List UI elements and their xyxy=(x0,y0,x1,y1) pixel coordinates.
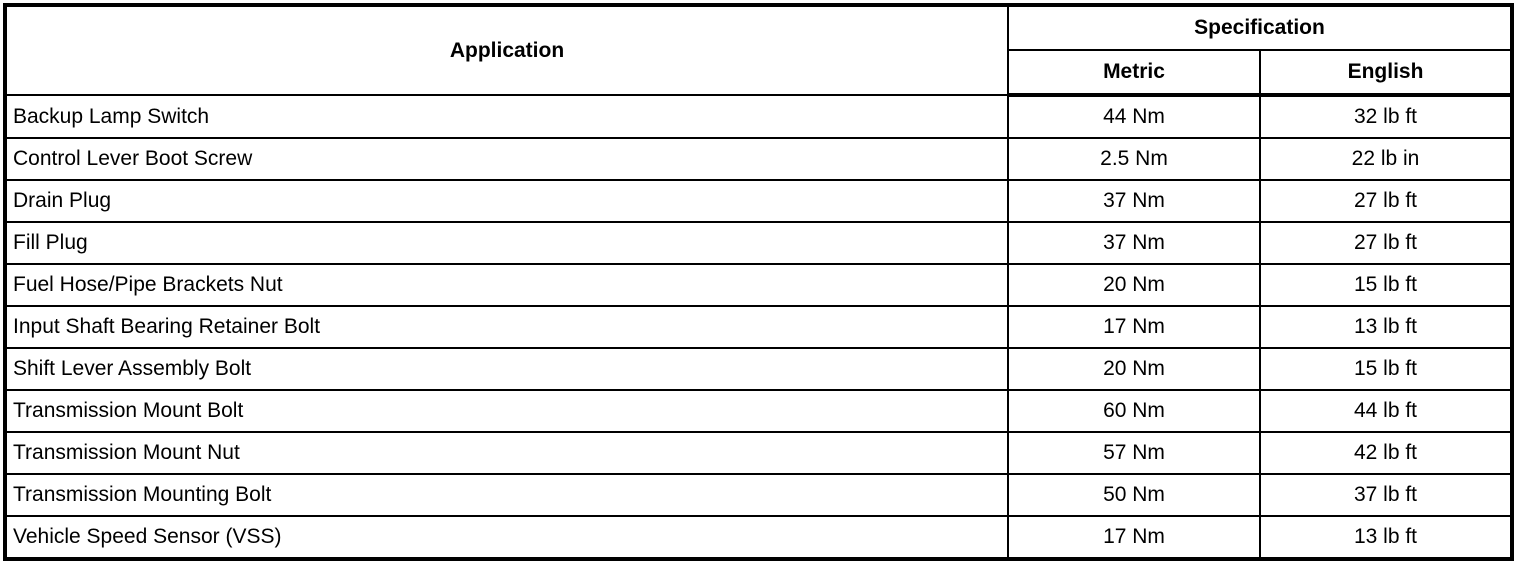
application-cell: Transmission Mount Bolt xyxy=(4,389,1009,433)
metric-value-cell: 20 Nm xyxy=(1007,347,1261,391)
column-header-application: Application xyxy=(4,4,1009,96)
table-header: Application Specification Metric English xyxy=(4,4,1513,97)
english-value-cell: 37 lb ft xyxy=(1259,473,1513,517)
application-cell: Transmission Mounting Bolt xyxy=(4,473,1009,517)
column-header-english: English xyxy=(1259,49,1513,97)
column-header-specification: Specification xyxy=(1007,4,1513,51)
application-cell: Drain Plug xyxy=(4,179,1009,223)
table-row: Transmission Mount Bolt 60 Nm 44 lb ft xyxy=(4,389,1513,433)
application-cell: Fuel Hose/Pipe Brackets Nut xyxy=(4,263,1009,307)
column-header-metric: Metric xyxy=(1007,49,1261,97)
english-value-cell: 15 lb ft xyxy=(1259,347,1513,391)
metric-value-cell: 2.5 Nm xyxy=(1007,137,1261,181)
english-value-cell: 15 lb ft xyxy=(1259,263,1513,307)
english-value-cell: 27 lb ft xyxy=(1259,221,1513,265)
english-value-cell: 44 lb ft xyxy=(1259,389,1513,433)
table-row: Input Shaft Bearing Retainer Bolt 17 Nm … xyxy=(4,305,1513,349)
table-row: Transmission Mount Nut 57 Nm 42 lb ft xyxy=(4,431,1513,475)
table-row: Transmission Mounting Bolt 50 Nm 37 lb f… xyxy=(4,473,1513,517)
torque-specifications-table: Application Specification Metric English… xyxy=(3,3,1514,561)
metric-value-cell: 37 Nm xyxy=(1007,179,1261,223)
metric-value-cell: 17 Nm xyxy=(1007,305,1261,349)
application-cell: Vehicle Speed Sensor (VSS) xyxy=(4,515,1009,560)
metric-value-cell: 57 Nm xyxy=(1007,431,1261,475)
english-value-cell: 13 lb ft xyxy=(1259,305,1513,349)
table-row: Shift Lever Assembly Bolt 20 Nm 15 lb ft xyxy=(4,347,1513,391)
metric-value-cell: 60 Nm xyxy=(1007,389,1261,433)
table-row: Fuel Hose/Pipe Brackets Nut 20 Nm 15 lb … xyxy=(4,263,1513,307)
metric-value-cell: 37 Nm xyxy=(1007,221,1261,265)
application-cell: Shift Lever Assembly Bolt xyxy=(4,347,1009,391)
header-row-top: Application Specification xyxy=(4,4,1513,96)
table-body: Backup Lamp Switch 44 Nm 32 lb ft Contro… xyxy=(4,94,1513,560)
english-value-cell: 13 lb ft xyxy=(1259,515,1513,560)
table-row: Drain Plug 37 Nm 27 lb ft xyxy=(4,179,1513,223)
table-row: Fill Plug 37 Nm 27 lb ft xyxy=(4,221,1513,265)
header-row-units: Metric English xyxy=(5,49,1513,97)
english-value-cell: 27 lb ft xyxy=(1259,179,1513,223)
application-cell: Control Lever Boot Screw xyxy=(4,137,1009,181)
metric-value-cell: 20 Nm xyxy=(1007,263,1261,307)
application-cell: Backup Lamp Switch xyxy=(4,94,1009,139)
application-cell: Fill Plug xyxy=(4,221,1009,265)
english-value-cell: 32 lb ft xyxy=(1259,94,1513,139)
metric-value-cell: 50 Nm xyxy=(1007,473,1261,517)
metric-value-cell: 17 Nm xyxy=(1007,515,1261,560)
table-row: Backup Lamp Switch 44 Nm 32 lb ft xyxy=(4,94,1513,139)
english-value-cell: 22 lb in xyxy=(1259,137,1513,181)
application-cell: Input Shaft Bearing Retainer Bolt xyxy=(4,305,1009,349)
english-value-cell: 42 lb ft xyxy=(1259,431,1513,475)
table-row: Control Lever Boot Screw 2.5 Nm 22 lb in xyxy=(4,137,1513,181)
metric-value-cell: 44 Nm xyxy=(1007,94,1261,139)
application-cell: Transmission Mount Nut xyxy=(4,431,1009,475)
table-row: Vehicle Speed Sensor (VSS) 17 Nm 13 lb f… xyxy=(4,515,1513,560)
